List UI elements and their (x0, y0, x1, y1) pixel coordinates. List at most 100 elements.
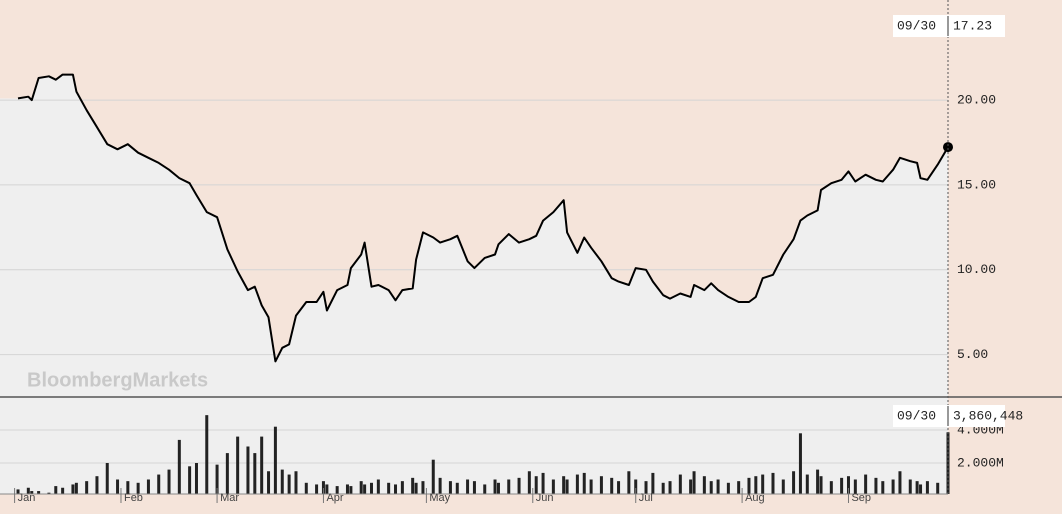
volume-bar (26, 487, 30, 496)
volume-bar (438, 477, 442, 496)
callout-value: 17.23 (953, 18, 992, 33)
y-tick-label: 2.000M (957, 455, 1004, 470)
area-fill (18, 74, 948, 397)
volume-bar (816, 469, 820, 496)
volume-bar (551, 479, 555, 496)
volume-bar (394, 484, 398, 496)
x-tick-label: Sep (851, 492, 871, 504)
watermark: BloombergMarkets (27, 369, 208, 391)
volume-bar (188, 466, 192, 496)
y-tick-label: 10.00 (957, 262, 996, 277)
volume-bar (737, 481, 741, 496)
left-fill (0, 98, 19, 398)
volume-bar (507, 479, 511, 496)
volume-bar (541, 472, 545, 496)
volume-bar (798, 433, 802, 496)
volume-bar (359, 481, 363, 496)
callout-date: 09/30 (897, 18, 936, 33)
volume-bar (363, 484, 367, 496)
volume-bar (644, 481, 648, 496)
volume-bar (582, 472, 586, 496)
volume-bar (840, 477, 844, 496)
volume-bar (493, 479, 497, 496)
volume-bar (136, 482, 140, 496)
x-axis-strip (0, 494, 1062, 514)
y-tick-label: 5.00 (957, 347, 988, 362)
volume-bar (692, 471, 696, 496)
callout-box (893, 15, 1005, 37)
volume-bar (253, 453, 257, 496)
volume-bar (105, 463, 109, 496)
volume-bar (792, 471, 796, 496)
x-tick-label: Jun (536, 492, 554, 504)
volume-bar (61, 487, 65, 496)
price-panel: 5.00 10.00 15.00 20.00 BloombergMarkets (0, 73, 996, 398)
volume-bar (562, 476, 566, 496)
volume-bar (709, 481, 713, 496)
x-tick-label: Jan (18, 492, 36, 504)
volume-bar (116, 479, 120, 496)
volume-bar (747, 477, 751, 496)
volume-bar (411, 477, 415, 496)
y-tick-label: 15.00 (957, 177, 996, 192)
volume-bar (287, 474, 291, 496)
x-tick-label: May (429, 492, 450, 504)
volume-bar (177, 439, 181, 496)
volume-bar (455, 482, 459, 496)
volume-bar (267, 471, 271, 496)
callout: 09/30 17.23 (893, 15, 1005, 37)
volume-bar (335, 486, 339, 496)
volume-bar (260, 436, 264, 496)
volume-bar (575, 474, 579, 496)
volume-bar (421, 481, 425, 496)
volume-bar (527, 471, 531, 496)
volume-bg (0, 397, 948, 494)
volume-bar (246, 446, 250, 496)
y-tick-label: 20.00 (957, 93, 996, 108)
volume-bar (702, 476, 706, 496)
volume-bar (634, 479, 638, 496)
volume-bar (85, 481, 89, 496)
volume-bar (483, 484, 487, 496)
volume-bar (589, 479, 593, 496)
volume-bar (74, 482, 78, 496)
volume-bar (345, 484, 349, 496)
volume-bar (534, 476, 538, 496)
x-tick-label: Aug (745, 492, 765, 504)
volume-bar (908, 479, 912, 496)
volume-bar (689, 479, 693, 496)
volume-bar (846, 476, 850, 496)
volume-bar (517, 477, 521, 496)
callout-box (893, 405, 1005, 427)
volume-bar (668, 481, 672, 496)
volume-bar (325, 484, 329, 496)
volume-bar (716, 479, 720, 496)
overlay: 09/30 17.23 Jan Feb Mar Apr May Jun Jul Aug Sep 09/… (0, 15, 1062, 514)
volume-bar (315, 484, 319, 496)
volume-bar (294, 471, 298, 496)
volume-bar (925, 481, 929, 496)
volume-bar (236, 436, 240, 496)
volume-bar (898, 471, 902, 496)
volume-bar (54, 486, 58, 496)
volume-bar (146, 479, 150, 496)
volume-bar (661, 482, 665, 496)
volume-bar (215, 464, 219, 496)
volume-bar (400, 481, 404, 496)
volume-bar (936, 482, 940, 496)
volume-bar (273, 426, 277, 496)
x-tick-label: Apr (326, 492, 343, 504)
volume-bar (599, 476, 603, 496)
volume-bar (754, 476, 758, 496)
volume-bar (205, 415, 209, 496)
volume-bar (891, 479, 895, 496)
volume-bar (853, 479, 857, 496)
volume-bar (627, 471, 631, 496)
volume-bar (771, 472, 775, 496)
volume-bar (805, 474, 809, 496)
volume-bar (167, 469, 171, 496)
volume-bar (496, 482, 500, 496)
callout: 09/30 3,860,448 (893, 405, 1023, 427)
volume-bar (304, 482, 308, 496)
